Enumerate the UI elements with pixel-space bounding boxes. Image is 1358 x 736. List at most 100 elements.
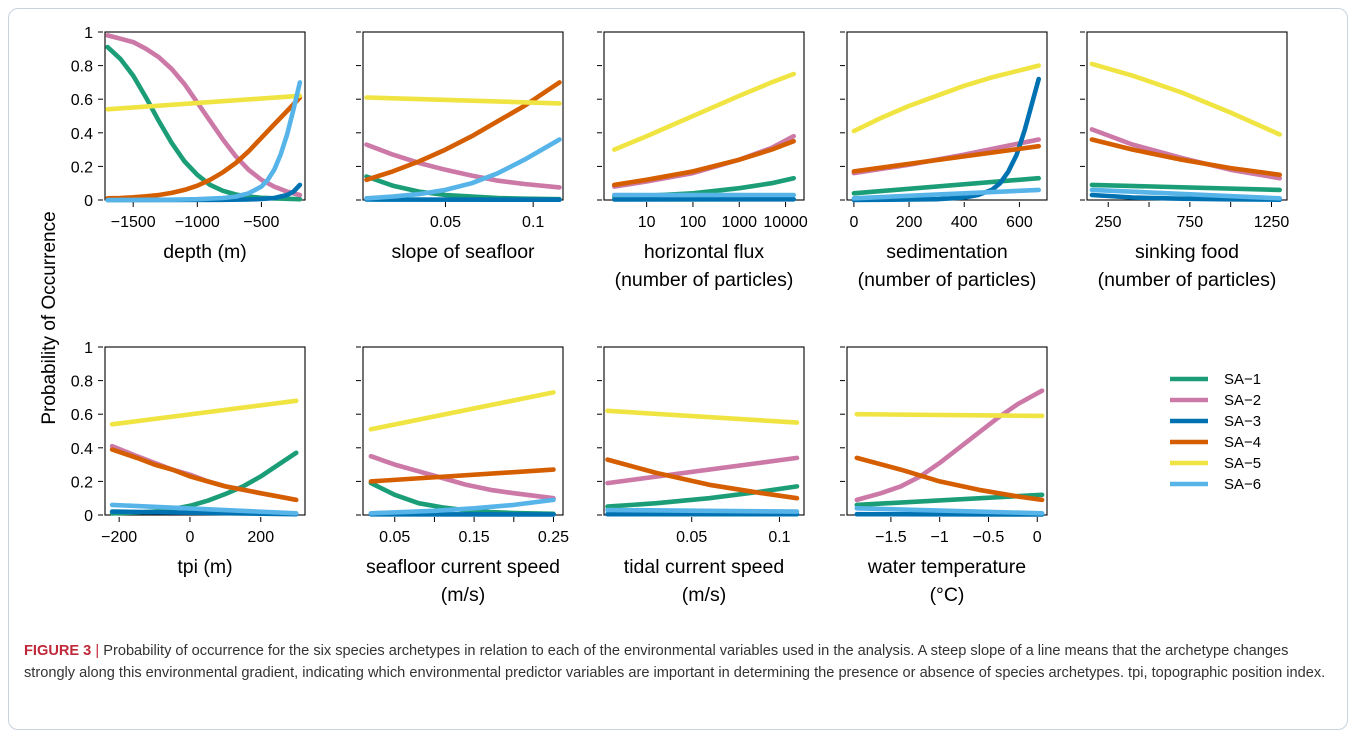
x-tick-label: −1500	[111, 214, 156, 231]
x-tick-label: 200	[896, 214, 923, 231]
x-axis-title: horizontal flux	[644, 241, 765, 263]
panel-hflux: 10 100 1000 10000 horizontal flux (number of …	[597, 31, 808, 291]
x-axis-title: sinking food	[1135, 241, 1239, 263]
legend-label-sa-4: SA−4	[1224, 434, 1261, 451]
x-axis-title: (°C)	[930, 584, 965, 606]
series-line-sa-6	[368, 497, 556, 516]
series-line-sa-1	[851, 175, 1041, 196]
legend-label-sa-6: SA−6	[1224, 476, 1261, 493]
x-tick-label: −1	[931, 529, 949, 546]
series-line-sa-4	[364, 80, 562, 183]
series-line-sa-4	[1089, 137, 1282, 178]
y-tick-label: 1	[84, 340, 93, 357]
panel-sedimentation: 0 200 400 600 sedimentation (number of partic…	[840, 31, 1048, 291]
x-tick-label: 1000	[721, 214, 757, 231]
legend-label-sa-2: SA−2	[1224, 392, 1261, 409]
y-axis-title: Probability of Occurrence	[39, 211, 60, 424]
x-tick-label: 0	[1033, 529, 1042, 546]
series-line-sa-5	[1089, 61, 1282, 137]
series-line-sa-6	[605, 507, 800, 514]
panel-depth: 0 0.2 0.4 0.6 0.8 1 −1500 −1000 −500 depth (m)	[71, 25, 306, 263]
plot-frame	[104, 346, 306, 516]
panel-tidal_current: 0.05 0.1 tidal current speed (m/s)	[597, 346, 805, 606]
x-tick-label: 400	[951, 214, 978, 231]
x-tick-label: 0.1	[522, 214, 544, 231]
panel-water_temp: −1.5 −1 −0.5 0 water temperature (°C)	[840, 346, 1048, 606]
x-tick-label: 100	[680, 214, 707, 231]
series-line-sa-5	[605, 408, 800, 425]
series-line-sa-5	[611, 71, 797, 152]
series-line-sa-5	[368, 390, 556, 432]
plot-frame	[362, 346, 564, 516]
x-axis-title: seafloor current speed	[366, 556, 560, 578]
x-tick-label: 0	[186, 529, 195, 546]
series-line-sa-6	[105, 80, 303, 203]
series-line-sa-3	[1089, 192, 1282, 202]
plot-frame	[846, 346, 1048, 516]
caption-text: Probability of occurrence for the six sp…	[24, 643, 1326, 681]
series-line-sa-5	[105, 93, 303, 112]
series-line-sa-4	[105, 95, 303, 201]
series-line-sa-4	[851, 143, 1041, 174]
x-axis-title: (m/s)	[441, 584, 485, 606]
y-tick-label: 0	[84, 193, 93, 210]
x-tick-label: 0	[849, 214, 858, 231]
x-tick-label: 0.25	[538, 529, 569, 546]
series-line-sa-2	[105, 33, 303, 198]
figure-frame	[8, 8, 1348, 730]
series-line-sa-5	[364, 95, 562, 106]
figure-canvas: Probability of Occurrence 0 0.2 0.4 0.6 0.8 1…	[39, 25, 1290, 606]
series-line-sa-3	[851, 76, 1041, 203]
x-axis-title: depth (m)	[163, 241, 246, 263]
x-axis-title: (number of particles)	[1098, 269, 1277, 291]
series-line-sa-6	[854, 505, 1045, 516]
x-tick-label: 0.05	[676, 529, 707, 546]
x-tick-label: −1000	[175, 214, 220, 231]
x-axis-title: (m/s)	[682, 584, 726, 606]
x-axis-title: tidal current speed	[624, 556, 784, 578]
series-line-sa-6	[851, 187, 1041, 201]
series-line-sa-4	[854, 455, 1045, 503]
x-tick-label: −0.5	[973, 529, 1005, 546]
series-line-sa-6	[109, 502, 299, 516]
series-line-sa-4	[605, 457, 800, 501]
series-line-sa-2	[605, 455, 800, 486]
series-line-sa-4	[368, 467, 556, 484]
x-tick-label: 1250	[1254, 214, 1290, 231]
y-tick-label: 0.8	[71, 59, 93, 76]
y-tick-label: 1	[84, 25, 93, 42]
series-line-sa-2	[364, 142, 562, 190]
legend-label-sa-1: SA−1	[1224, 371, 1261, 388]
figure-caption: FIGURE 3 | Probability of occurrence for…	[24, 640, 1334, 684]
panel-seafloor_current: 0.05 0.15 0.25 seafloor current speed (m/s)	[356, 346, 569, 606]
x-tick-label: 0.05	[430, 214, 461, 231]
y-tick-label: 0.6	[71, 92, 93, 109]
x-tick-label: 200	[247, 529, 274, 546]
y-tick-label: 0.2	[71, 159, 93, 176]
panel-sinking: 250 750 1250 sinking food (number of particl…	[1080, 31, 1290, 291]
series-line-sa-2	[368, 453, 556, 501]
x-tick-label: 0.15	[459, 529, 490, 546]
series-line-sa-1	[1089, 182, 1282, 193]
x-tick-label: 10	[638, 214, 656, 231]
x-tick-label: 250	[1095, 214, 1122, 231]
plot-frame	[846, 31, 1048, 201]
x-axis-title: (number of particles)	[615, 269, 794, 291]
x-axis-title: slope of seafloor	[391, 241, 535, 263]
y-tick-label: 0	[84, 508, 93, 525]
series-line-sa-2	[854, 388, 1045, 503]
x-tick-label: −1.5	[875, 529, 907, 546]
x-tick-label: 10000	[763, 214, 808, 231]
x-tick-label: 600	[1006, 214, 1033, 231]
y-tick-label: 0.8	[71, 374, 93, 391]
x-axis-title: sedimentation	[886, 241, 1007, 263]
y-tick-label: 0.2	[71, 474, 93, 491]
x-tick-label: 0.05	[379, 529, 410, 546]
x-tick-label: 0.1	[768, 529, 790, 546]
y-tick-label: 0.4	[71, 441, 93, 458]
x-axis-title: water temperature	[867, 556, 1026, 578]
series-line-sa-4	[611, 138, 797, 188]
y-tick-label: 0.6	[71, 407, 93, 424]
caption-separator: |	[95, 643, 100, 659]
